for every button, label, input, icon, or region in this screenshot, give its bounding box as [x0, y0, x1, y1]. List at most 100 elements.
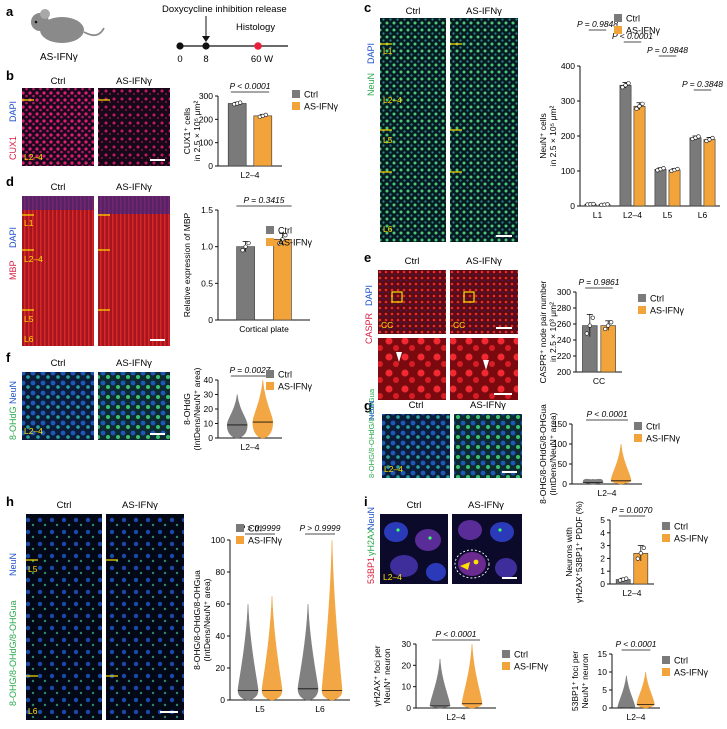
y-tick-label: 0: [600, 579, 605, 589]
y-tick-label: 15: [598, 649, 608, 659]
chart-f: 0 10 20 30 40 8-OHdG (IntDens/NeuN⁺ area) L2–4 P…: [182, 365, 313, 452]
y-tick-label: 3: [600, 541, 605, 551]
legend-label-as: AS-IFNγ: [646, 434, 681, 444]
d-stain-blue: DAPI: [8, 227, 18, 248]
i-as-image: [452, 514, 522, 584]
legend-swatch-ctrl: [662, 522, 670, 530]
d-as-image: [98, 196, 170, 346]
i-stain-red: 53BP1: [366, 557, 376, 584]
legend-swatch-as: [638, 306, 646, 314]
p-value: P < 0.0001: [615, 639, 656, 649]
violin: [610, 443, 632, 485]
y-tick-label: 300: [561, 96, 575, 106]
legend-swatch-ctrl: [662, 656, 670, 664]
e-as-zoom-box: [463, 291, 475, 303]
y-tick-label: 30: [402, 639, 412, 649]
violin: [237, 603, 259, 701]
p-value: P = 0.9848: [647, 45, 688, 55]
e-region-as: CC: [453, 320, 465, 330]
c-as-title: AS-IFNγ: [466, 6, 502, 17]
y-tick-label: 1.0: [201, 242, 213, 252]
data-point: [283, 233, 288, 238]
y-axis-label: 8-OHdG: [182, 393, 192, 425]
panel-label-f: f: [6, 350, 11, 365]
i-as-title: AS-IFNγ: [468, 500, 504, 511]
p-value: P = 0.0070: [611, 505, 652, 515]
data-point: [605, 202, 610, 207]
data-point: [635, 556, 640, 561]
p-value: P < 0.0001: [586, 409, 627, 419]
f-as-image: [98, 372, 170, 440]
b-stain-red: CUX1: [8, 136, 18, 160]
data-point: [675, 166, 680, 172]
violin: [297, 603, 319, 701]
e-region-ctrl: CC: [381, 320, 393, 330]
g-ctrl-title: Ctrl: [409, 400, 424, 411]
chart-h: 0 20 40 60 80 100 8-OHG/8-OHdG/8-OHGua (IntDens…: [192, 523, 350, 714]
tick-0: 0: [177, 54, 182, 65]
violin: [636, 671, 655, 709]
tick-60w: 60 W: [251, 54, 273, 65]
d-pial-surface: [22, 196, 94, 210]
data-point: [240, 248, 245, 253]
f-layer-label: L2–4: [24, 426, 43, 436]
p-value: P < 0.0001: [612, 31, 653, 41]
bar: [633, 105, 646, 207]
e-as-image: [450, 270, 518, 334]
h-ctrl-title: Ctrl: [57, 500, 72, 511]
g-stain-green: 8-OHG/8-OHdG/8-OHGua: [367, 388, 376, 478]
timepoint-8: [202, 42, 210, 50]
y-tick-label: 40: [204, 375, 214, 385]
data-point: [606, 323, 611, 328]
e-as-zoom-image: [450, 338, 518, 400]
y-tick-label: 30: [204, 390, 214, 400]
e-stain-red: CASPR: [364, 312, 374, 344]
y-tick-label: 60: [216, 599, 226, 609]
y-tick-label: 1: [600, 566, 605, 576]
p-value: P = 0.0027: [229, 365, 270, 375]
chart-i3: 0 5 10 15 53BP1⁺ foci per NeuN⁺ neuron L2–4 P <…: [570, 639, 709, 722]
legend-label-ctrl: Ctrl: [650, 294, 664, 304]
y-tick-label: 4: [600, 528, 605, 538]
legend-label-ctrl: Ctrl: [278, 226, 292, 236]
d-ctrl-title: Ctrl: [51, 182, 66, 193]
y-tick-label: 260: [557, 319, 571, 329]
y-axis-label: 8-OHG/8-OHdG/8-OHGua: [192, 570, 202, 670]
g-as-image: [454, 414, 522, 478]
d-stain-red: MBP: [8, 260, 18, 280]
legend-label-as: AS-IFNγ: [248, 536, 283, 546]
y-tick-label: 50: [558, 459, 568, 469]
y-tick-label: 300: [199, 91, 213, 101]
legend-label-as: AS-IFNγ: [674, 668, 709, 678]
p-value: P = 0.9848: [577, 19, 618, 29]
tick-8: 8: [203, 54, 208, 65]
legend-swatch-ctrl: [634, 422, 642, 430]
legend-swatch-ctrl: [614, 14, 622, 22]
data-point: [626, 81, 631, 86]
legend-label-ctrl: Ctrl: [514, 650, 528, 660]
y-tick-label: 100: [199, 138, 213, 148]
x-tick-label: L2–4: [447, 712, 466, 722]
x-tick-label: CC: [593, 376, 605, 386]
data-point: [603, 326, 608, 332]
data-point: [634, 106, 639, 111]
data-point: [623, 83, 628, 88]
g-ctrl-image: [382, 414, 450, 478]
y-tick-label: 100: [211, 535, 225, 545]
y-tick-label: 400: [561, 61, 575, 71]
x-tick-label: L2–4: [241, 442, 260, 452]
legend-label-ctrl: Ctrl: [674, 522, 688, 532]
h-layer-l5: L5: [28, 564, 38, 574]
data-point: [243, 244, 248, 249]
y-axis-label: Neurons with: [564, 527, 574, 577]
y-axis-label: CUX1⁺ cells: [182, 108, 192, 155]
y-tick-label: 200: [561, 131, 575, 141]
e-stain-blue: DAPI: [364, 285, 374, 306]
p-value: P = 0.9861: [578, 277, 619, 287]
panel-label-d: d: [6, 174, 14, 189]
y-axis-label: γH2AX⁺ foci per: [372, 645, 382, 706]
chart-b: 0 100 200 300 CUX1⁺ cells in 2.5 × 10⁵ μm² L2–…: [182, 81, 339, 180]
y-tick-label: 1.5: [201, 205, 213, 215]
